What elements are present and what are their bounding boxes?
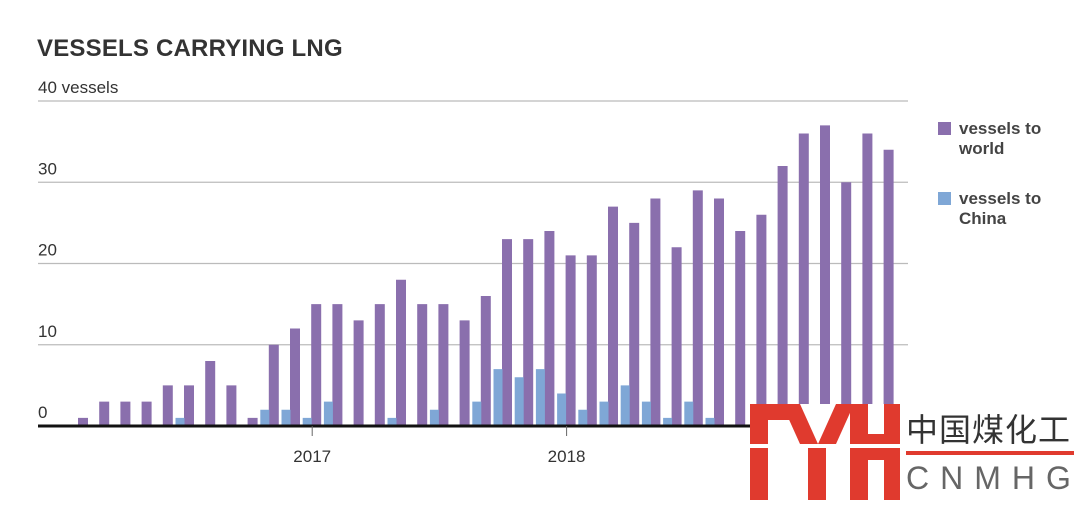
bar-china [387,417,397,426]
bar-world [78,417,88,426]
bar-world [290,328,300,426]
bar-world [480,296,491,426]
bar-world [714,198,724,426]
bar-china [472,401,482,426]
bar-china [302,417,312,426]
bar-world [120,401,131,426]
bar-world [417,304,428,426]
bar-world [184,385,194,426]
bar-world [205,361,216,426]
bar-world [353,320,364,426]
bar-world [862,133,873,426]
bar-world [438,304,449,426]
bar-world [629,222,640,426]
cnmhg-logo-icon [750,404,900,500]
bar-china [535,369,545,426]
legend-item-world: vessels to world [938,119,1069,159]
bar-china [514,377,524,426]
bar-china [705,417,715,426]
y-tick-label: 10 [38,322,57,341]
bar-world [671,247,682,426]
watermark-cn-text: 中国煤化工 [906,412,1072,448]
bar-world [692,190,703,426]
bar-world [247,417,258,426]
bar-china [260,409,270,426]
bar-world [268,344,279,426]
legend-swatch-world [938,122,951,135]
y-tick-label: 20 [38,241,57,260]
legend-label: vessels to China [959,189,1042,228]
bar-world [756,214,767,426]
bar-china [493,369,503,426]
bar-china [578,409,588,426]
y-tick-label: 40 vessels [38,78,118,97]
bar-world [544,231,555,426]
watermark-en-text: CNMHG [906,460,1080,496]
bar-world [141,401,152,426]
bar-china [663,417,673,426]
bar-china [599,401,609,426]
legend-label: vessels to world [959,119,1042,158]
bar-china [429,409,439,426]
bar-world [162,385,173,426]
bar-world [735,231,746,426]
bar-china [684,401,694,426]
chart-title: VESSELS CARRYING LNG [37,35,343,62]
bar-world [374,304,385,426]
x-tick-label: 2017 [293,447,331,466]
legend-swatch-china [938,192,951,205]
legend-item-china: vessels to China [938,189,1069,229]
x-tick-label: 2018 [548,447,586,466]
bar-world [777,166,788,426]
bar-china [641,401,651,426]
bar-china [323,401,333,426]
bar-world [502,239,512,426]
bar-china [281,409,291,426]
bar-world [226,385,237,426]
bar-world [650,198,661,426]
bar-world [820,125,830,426]
watermark-logo: 中国煤化工 CNMHG [750,404,1080,505]
bar-world [798,133,809,426]
bar-world [523,239,534,426]
bar-world [565,255,576,426]
bar-world [396,279,406,426]
bar-world [99,401,110,426]
bar-world [608,206,618,426]
bar-china [620,385,630,426]
bar-world [311,304,322,426]
bar-world [332,304,343,426]
bar-world [459,320,470,426]
bar-world [841,182,852,426]
watermark-divider [906,451,1074,455]
bar-china [557,393,567,426]
y-tick-label: 0 [38,403,47,422]
bar-world [586,255,597,426]
y-tick-label: 30 [38,159,57,178]
bar-world [883,149,894,426]
bar-china [175,417,185,426]
